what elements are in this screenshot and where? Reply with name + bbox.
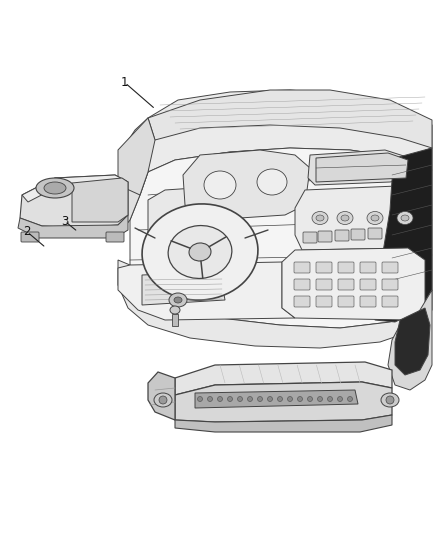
FancyBboxPatch shape — [360, 296, 376, 307]
FancyBboxPatch shape — [368, 228, 382, 239]
FancyBboxPatch shape — [318, 231, 332, 242]
FancyBboxPatch shape — [106, 232, 124, 242]
FancyBboxPatch shape — [303, 232, 317, 243]
FancyBboxPatch shape — [338, 279, 354, 290]
Polygon shape — [308, 150, 412, 185]
Polygon shape — [118, 260, 432, 348]
Ellipse shape — [154, 393, 172, 407]
Polygon shape — [148, 188, 210, 250]
Polygon shape — [316, 153, 408, 182]
Polygon shape — [118, 262, 295, 320]
Text: 2: 2 — [23, 225, 31, 238]
FancyBboxPatch shape — [338, 296, 354, 307]
Circle shape — [287, 397, 293, 401]
Polygon shape — [175, 415, 392, 432]
Polygon shape — [175, 362, 392, 395]
Ellipse shape — [174, 297, 182, 303]
Polygon shape — [388, 290, 432, 390]
Ellipse shape — [341, 215, 349, 221]
Circle shape — [227, 397, 233, 401]
Polygon shape — [142, 272, 225, 305]
Circle shape — [307, 397, 312, 401]
Polygon shape — [20, 175, 128, 228]
FancyBboxPatch shape — [21, 232, 39, 242]
Ellipse shape — [337, 212, 353, 224]
FancyBboxPatch shape — [360, 279, 376, 290]
Ellipse shape — [367, 212, 383, 224]
FancyBboxPatch shape — [338, 262, 354, 273]
Polygon shape — [162, 255, 210, 290]
Ellipse shape — [316, 215, 324, 221]
Polygon shape — [175, 382, 392, 422]
Ellipse shape — [142, 204, 258, 300]
Polygon shape — [118, 118, 155, 195]
Circle shape — [386, 396, 394, 404]
Polygon shape — [172, 314, 178, 326]
Polygon shape — [130, 148, 432, 328]
Polygon shape — [295, 185, 428, 250]
Ellipse shape — [170, 306, 180, 314]
Circle shape — [278, 397, 283, 401]
Circle shape — [159, 396, 167, 404]
Circle shape — [237, 397, 243, 401]
Ellipse shape — [169, 293, 187, 307]
Ellipse shape — [168, 225, 232, 278]
Polygon shape — [148, 90, 432, 148]
Ellipse shape — [401, 215, 409, 221]
Ellipse shape — [36, 178, 74, 198]
Polygon shape — [183, 150, 310, 218]
Circle shape — [258, 397, 262, 401]
Text: 1: 1 — [121, 76, 129, 89]
Circle shape — [318, 397, 322, 401]
Ellipse shape — [381, 393, 399, 407]
Circle shape — [347, 397, 353, 401]
Ellipse shape — [257, 169, 287, 195]
FancyBboxPatch shape — [316, 279, 332, 290]
FancyBboxPatch shape — [382, 262, 398, 273]
Ellipse shape — [371, 215, 379, 221]
Ellipse shape — [397, 212, 413, 224]
Text: 3: 3 — [61, 215, 68, 228]
Polygon shape — [195, 390, 358, 408]
Circle shape — [208, 397, 212, 401]
Ellipse shape — [44, 182, 66, 194]
FancyBboxPatch shape — [316, 296, 332, 307]
Ellipse shape — [312, 212, 328, 224]
FancyBboxPatch shape — [294, 279, 310, 290]
Circle shape — [328, 397, 332, 401]
Circle shape — [198, 397, 202, 401]
Polygon shape — [22, 175, 128, 202]
Circle shape — [268, 397, 272, 401]
Polygon shape — [72, 178, 128, 222]
Polygon shape — [372, 148, 432, 322]
Polygon shape — [282, 248, 425, 320]
Circle shape — [247, 397, 252, 401]
FancyBboxPatch shape — [351, 229, 365, 240]
Polygon shape — [395, 308, 430, 375]
Polygon shape — [148, 90, 432, 172]
Circle shape — [338, 397, 343, 401]
Circle shape — [218, 397, 223, 401]
FancyBboxPatch shape — [316, 262, 332, 273]
FancyBboxPatch shape — [335, 230, 349, 241]
Circle shape — [297, 397, 303, 401]
Polygon shape — [18, 215, 128, 238]
Ellipse shape — [189, 243, 211, 261]
FancyBboxPatch shape — [382, 296, 398, 307]
Polygon shape — [148, 372, 175, 420]
Polygon shape — [118, 118, 148, 235]
FancyBboxPatch shape — [382, 279, 398, 290]
FancyBboxPatch shape — [294, 296, 310, 307]
FancyBboxPatch shape — [360, 262, 376, 273]
FancyBboxPatch shape — [294, 262, 310, 273]
Ellipse shape — [204, 171, 236, 199]
